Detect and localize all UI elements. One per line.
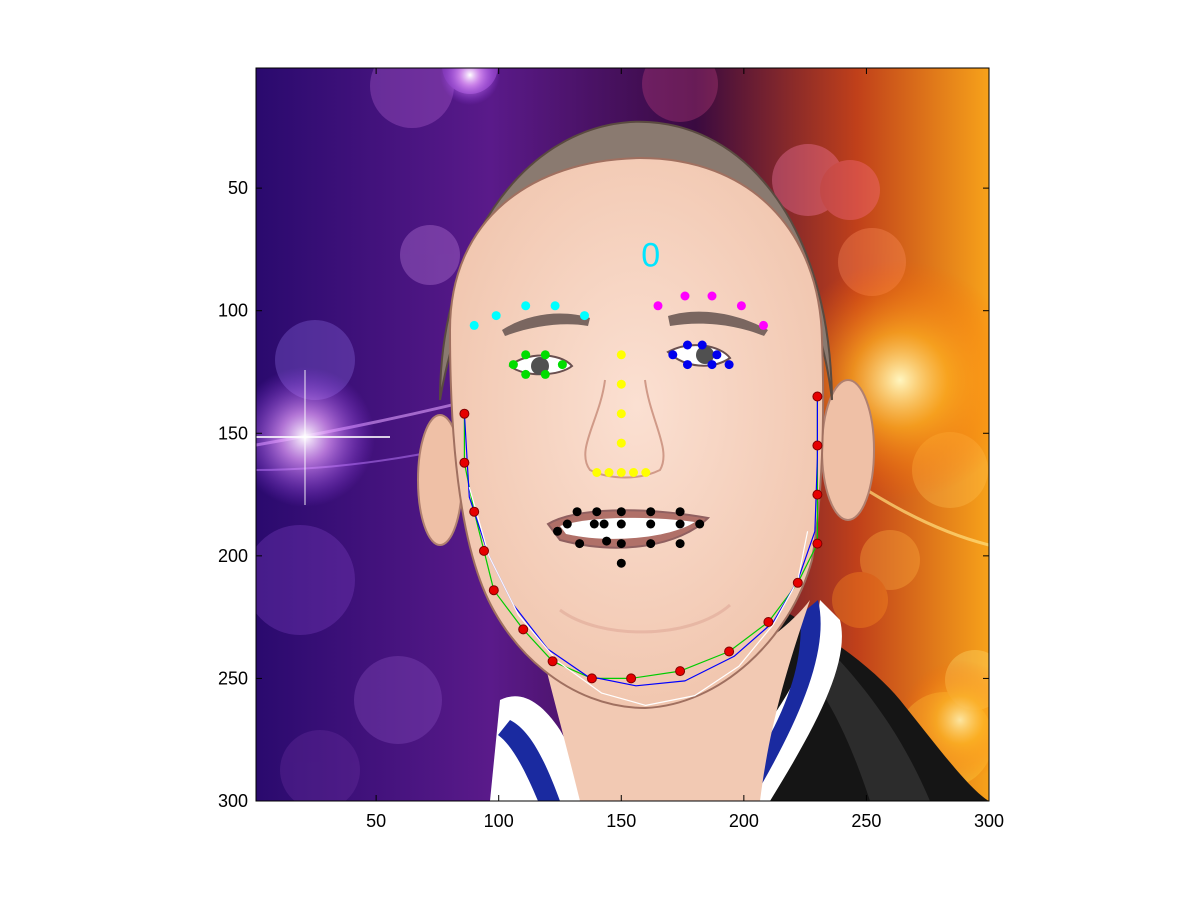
landmark-point-5-11 — [616, 558, 626, 568]
x-tick-label: 200 — [729, 811, 759, 831]
landmark-point-0-0 — [469, 320, 479, 330]
landmark-point-6-12 — [792, 577, 803, 588]
landmark-point-6-3 — [479, 545, 489, 556]
landmark-point-5-16 — [675, 507, 685, 517]
landmark-point-0-1 — [491, 311, 501, 321]
landmark-point-5-1 — [562, 519, 572, 529]
landmark-point-4-3 — [616, 438, 626, 448]
landmark-point-1-0 — [653, 301, 663, 311]
landmark-point-1-2 — [707, 291, 717, 301]
x-tick-label: 100 — [484, 811, 514, 831]
landmark-point-6-7 — [586, 673, 597, 684]
landmark-point-3-1 — [683, 340, 692, 350]
landmark-point-1-3 — [736, 301, 746, 311]
x-tick-label: 50 — [366, 811, 386, 831]
landmark-point-5-8 — [616, 519, 626, 529]
landmark-point-4-5 — [604, 468, 614, 477]
landmark-point-1-4 — [759, 320, 768, 330]
landmark-point-6-4 — [488, 585, 499, 596]
landmark-point-5-2 — [572, 507, 582, 517]
landmark-point-6-16 — [812, 391, 823, 402]
y-tick-label: 50 — [228, 178, 248, 198]
landmark-point-6-5 — [518, 624, 529, 635]
landmark-point-0-2 — [521, 301, 531, 311]
landmark-point-4-7 — [629, 468, 638, 477]
landmark-point-2-3 — [557, 360, 567, 370]
landmark-point-6-0 — [459, 408, 470, 419]
landmark-point-6-13 — [812, 538, 823, 549]
landmark-point-3-2 — [697, 340, 707, 350]
landmark-point-6-8 — [626, 673, 637, 684]
y-tick-label: 250 — [218, 668, 248, 688]
landmark-point-0-3 — [550, 301, 560, 311]
landmark-point-2-1 — [521, 350, 531, 360]
landmark-point-2-2 — [540, 350, 550, 360]
landmark-point-5-17 — [675, 539, 685, 549]
fit-curve-2 — [468, 487, 809, 707]
landmark-point-5-3 — [575, 539, 585, 549]
landmark-point-5-13 — [646, 507, 656, 517]
portrait-image — [256, 68, 989, 801]
landmark-point-5-0 — [553, 526, 562, 536]
landmark-point-5-18 — [695, 519, 705, 529]
landmark-point-6-2 — [469, 506, 480, 517]
landmark-point-4-2 — [616, 409, 626, 419]
landmark-point-4-4 — [592, 468, 602, 477]
landmark-point-4-0 — [616, 350, 626, 360]
landmark-point-4-8 — [641, 468, 651, 477]
landmark-point-3-5 — [707, 360, 717, 370]
landmark-point-6-10 — [724, 646, 735, 657]
landmark-point-3-0 — [668, 350, 678, 360]
y-tick-label: 300 — [218, 791, 248, 811]
landmark-point-6-15 — [812, 440, 823, 451]
landmark-point-6-9 — [675, 666, 686, 677]
landmark-point-2-4 — [540, 369, 550, 379]
landmark-point-5-10 — [616, 539, 626, 549]
x-tick-label: 250 — [851, 811, 881, 831]
landmark-point-3-3 — [712, 350, 722, 360]
landmark-point-5-14 — [646, 539, 656, 549]
landmark-point-5-4 — [589, 519, 599, 529]
y-tick-label: 200 — [218, 546, 248, 566]
landmark-point-6-11 — [763, 617, 774, 627]
landmark-point-2-5 — [521, 369, 531, 379]
landmark-point-6-14 — [812, 489, 823, 500]
x-tick-label: 150 — [606, 811, 636, 831]
landmark-point-5-9 — [616, 507, 626, 517]
landmark-point-6-1 — [459, 457, 470, 468]
landmark-point-3-6 — [683, 360, 692, 370]
landmark-point-5-15 — [675, 519, 685, 529]
landmark-point-6-6 — [547, 656, 558, 667]
landmark-point-5-12 — [646, 519, 656, 529]
landmark-point-5-6 — [599, 519, 609, 529]
landmark-point-5-5 — [592, 507, 602, 517]
landmark-point-0-4 — [580, 311, 589, 321]
landmark-point-1-1 — [680, 291, 690, 301]
y-tick-label: 150 — [218, 423, 248, 443]
landmark-point-2-0 — [508, 360, 518, 370]
landmark-point-5-7 — [602, 536, 612, 546]
landmark-point-4-1 — [616, 379, 626, 389]
axes-frame — [255, 67, 990, 802]
y-tick-label: 100 — [218, 301, 248, 321]
landmark-point-4-6 — [616, 468, 626, 477]
annotation-label: 0 — [641, 236, 660, 274]
x-tick-label: 300 — [974, 811, 1004, 831]
landmark-point-3-4 — [724, 360, 734, 370]
